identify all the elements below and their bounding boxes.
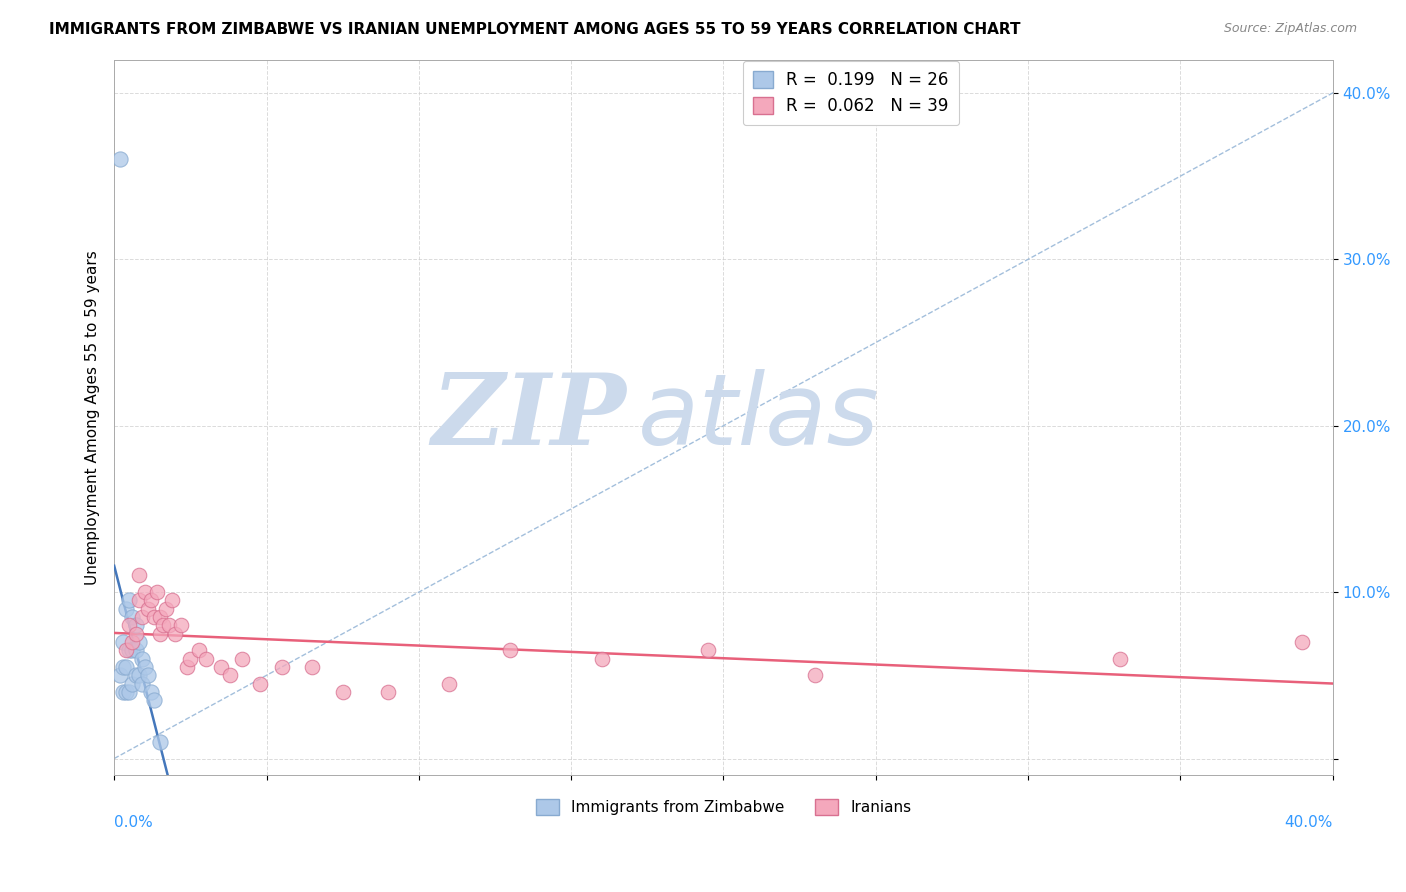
Point <box>301 660 323 674</box>
Point <box>804 668 827 682</box>
Point <box>115 601 138 615</box>
Point <box>118 593 141 607</box>
Point <box>131 676 153 690</box>
Point <box>124 618 146 632</box>
Point <box>139 593 162 607</box>
Point <box>115 660 138 674</box>
Point <box>170 618 193 632</box>
Point <box>591 651 613 665</box>
Point <box>131 610 153 624</box>
Point <box>134 660 156 674</box>
Point <box>118 643 141 657</box>
Point <box>118 685 141 699</box>
Point <box>146 585 169 599</box>
Text: 40.0%: 40.0% <box>1285 814 1333 830</box>
Point <box>149 626 172 640</box>
Point <box>115 685 138 699</box>
Point <box>231 651 253 665</box>
Point <box>121 610 143 624</box>
Point <box>124 668 146 682</box>
Point <box>188 643 211 657</box>
Text: atlas: atlas <box>638 369 880 466</box>
Point <box>157 618 180 632</box>
Point <box>121 635 143 649</box>
Point <box>112 685 135 699</box>
Y-axis label: Unemployment Among Ages 55 to 59 years: Unemployment Among Ages 55 to 59 years <box>86 250 100 585</box>
Text: 0.0%: 0.0% <box>114 814 153 830</box>
Point <box>110 668 132 682</box>
Point <box>176 660 198 674</box>
Point <box>142 693 165 707</box>
Point <box>131 651 153 665</box>
Point <box>134 585 156 599</box>
Point <box>219 668 242 682</box>
Point <box>270 660 292 674</box>
Point <box>128 568 150 582</box>
Text: Source: ZipAtlas.com: Source: ZipAtlas.com <box>1223 22 1357 36</box>
Point <box>124 643 146 657</box>
Point <box>128 668 150 682</box>
Point <box>149 610 172 624</box>
Point <box>194 651 217 665</box>
Point <box>136 668 159 682</box>
Legend: Immigrants from Zimbabwe, Iranians: Immigrants from Zimbabwe, Iranians <box>530 793 917 822</box>
Point <box>121 676 143 690</box>
Point <box>118 618 141 632</box>
Point <box>152 618 174 632</box>
Point <box>124 626 146 640</box>
Point <box>128 593 150 607</box>
Text: IMMIGRANTS FROM ZIMBABWE VS IRANIAN UNEMPLOYMENT AMONG AGES 55 TO 59 YEARS CORRE: IMMIGRANTS FROM ZIMBABWE VS IRANIAN UNEM… <box>49 22 1021 37</box>
Point <box>112 660 135 674</box>
Point <box>499 643 522 657</box>
Text: ZIP: ZIP <box>432 369 626 466</box>
Point <box>112 635 135 649</box>
Point <box>160 593 183 607</box>
Point <box>110 153 132 167</box>
Point <box>697 643 720 657</box>
Point <box>179 651 201 665</box>
Point <box>121 643 143 657</box>
Point <box>149 735 172 749</box>
Point <box>136 601 159 615</box>
Point <box>209 660 232 674</box>
Point <box>1108 651 1130 665</box>
Point <box>142 610 165 624</box>
Point <box>249 676 271 690</box>
Point <box>1291 635 1313 649</box>
Point <box>165 626 187 640</box>
Point <box>155 601 177 615</box>
Point <box>332 685 354 699</box>
Point <box>115 643 138 657</box>
Point <box>439 676 461 690</box>
Point <box>128 635 150 649</box>
Point <box>139 685 162 699</box>
Point <box>377 685 399 699</box>
